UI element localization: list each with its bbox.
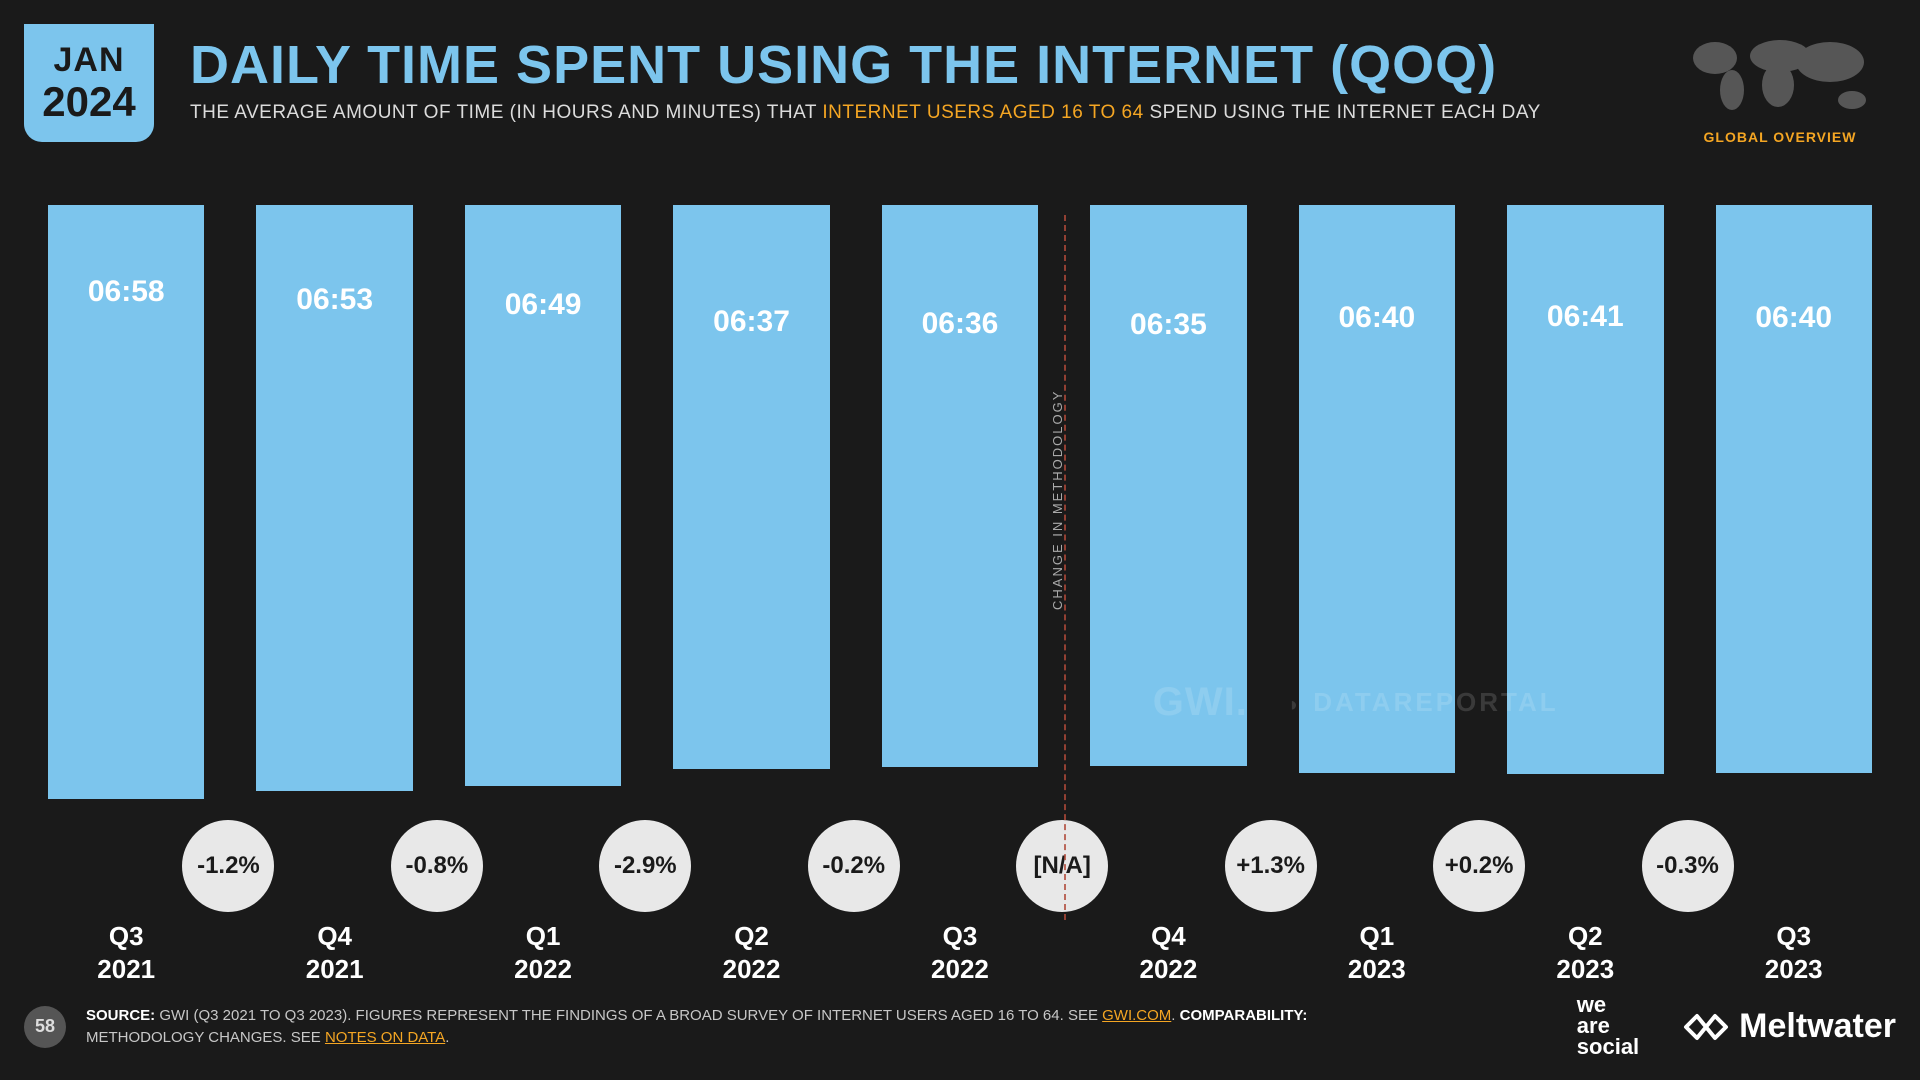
x-axis-label: Q12022 (465, 920, 621, 985)
header: DAILY TIME SPENT USING THE INTERNET (QOQ… (190, 34, 1660, 124)
meltwater-icon (1683, 1010, 1729, 1044)
bar-value-label: 06:41 (1507, 300, 1663, 334)
watermark-datareportal: ◗ DATAREPORTAL (1288, 687, 1559, 718)
date-month: JAN (53, 43, 124, 77)
footer-brands: we are social Meltwater (1577, 995, 1896, 1058)
page-subtitle: THE AVERAGE AMOUNT OF TIME (IN HOURS AND… (190, 102, 1660, 124)
date-year: 2024 (42, 81, 135, 123)
watermark-gwi: GWI. (1153, 680, 1248, 725)
subtitle-highlight: INTERNET USERS AGED 16 TO 64 (822, 102, 1143, 123)
x-axis-label: Q22023 (1507, 920, 1663, 985)
bar: 06:58 (48, 205, 204, 915)
subtitle-pre: THE AVERAGE AMOUNT OF TIME (IN HOURS AND… (190, 102, 822, 123)
bar: 06:49 (465, 205, 621, 915)
bar-value-label: 06:49 (465, 288, 621, 322)
subtitle-post: SPEND USING THE INTERNET EACH DAY (1144, 102, 1541, 123)
source-text: GWI (Q3 2021 TO Q3 2023). FIGURES REPRES… (155, 1007, 1102, 1024)
bar-rect (882, 205, 1038, 767)
source-note: SOURCE: GWI (Q3 2021 TO Q3 2023). FIGURE… (86, 1005, 1376, 1049)
global-overview-block: GLOBAL OVERVIEW (1680, 30, 1880, 145)
watermark: GWI. ◗ DATAREPORTAL (1153, 680, 1559, 725)
x-axis-label: Q42022 (1090, 920, 1246, 985)
bar-rect (673, 205, 829, 769)
bar: 06:36 (882, 205, 1038, 915)
x-axis-label: Q42021 (256, 920, 412, 985)
x-axis-label: Q12023 (1299, 920, 1455, 985)
source-link-gwi: GWI.COM (1102, 1007, 1171, 1024)
x-axis-label: Q22022 (673, 920, 829, 985)
bar-rect (1716, 205, 1872, 773)
x-axis-label: Q32022 (882, 920, 1038, 985)
footer: 58 SOURCE: GWI (Q3 2021 TO Q3 2023). FIG… (24, 995, 1896, 1058)
source-link-notes: NOTES ON DATA (325, 1029, 445, 1046)
x-axis-label: Q32021 (48, 920, 204, 985)
x-axis-label: Q32023 (1716, 920, 1872, 985)
bar: 06:35 (1090, 205, 1246, 915)
bar-value-label: 06:37 (673, 305, 829, 339)
brand-we-are-social: we are social (1577, 995, 1639, 1058)
bar-value-label: 06:58 (48, 275, 204, 309)
x-axis: Q32021 Q42021 Q12022 Q22022 Q32022 Q42022 Q120… (48, 920, 1872, 985)
comparability-text: METHODOLOGY CHANGES. SEE (86, 1029, 325, 1046)
bar: 06:41 (1507, 205, 1663, 915)
bar-value-label: 06:36 (882, 307, 1038, 341)
bar: 06:37 (673, 205, 829, 915)
brand-meltwater: Meltwater (1683, 1007, 1896, 1046)
source-label: SOURCE: (86, 1007, 155, 1024)
bar-value-label: 06:40 (1299, 301, 1455, 335)
bar-value-label: 06:35 (1090, 308, 1246, 342)
page-number-badge: 58 (24, 1006, 66, 1048)
comparability-label: COMPARABILITY: (1175, 1007, 1307, 1024)
world-map-icon (1680, 30, 1880, 120)
bar-value-label: 06:53 (256, 283, 412, 317)
bar: 06:40 (1716, 205, 1872, 915)
bar-value-label: 06:40 (1716, 301, 1872, 335)
global-overview-label: GLOBAL OVERVIEW (1680, 129, 1880, 145)
page-title: DAILY TIME SPENT USING THE INTERNET (QOQ… (190, 34, 1660, 96)
date-badge: JAN 2024 (24, 24, 154, 142)
bar-chart: 06:58 06:53 06:49 06:37 06:36 06:35 06:40 06:41… (48, 205, 1872, 915)
bar: 06:40 (1299, 205, 1455, 915)
methodology-divider-label: CHANGE IN METHODOLOGY (1050, 390, 1065, 610)
bar: 06:53 (256, 205, 412, 915)
